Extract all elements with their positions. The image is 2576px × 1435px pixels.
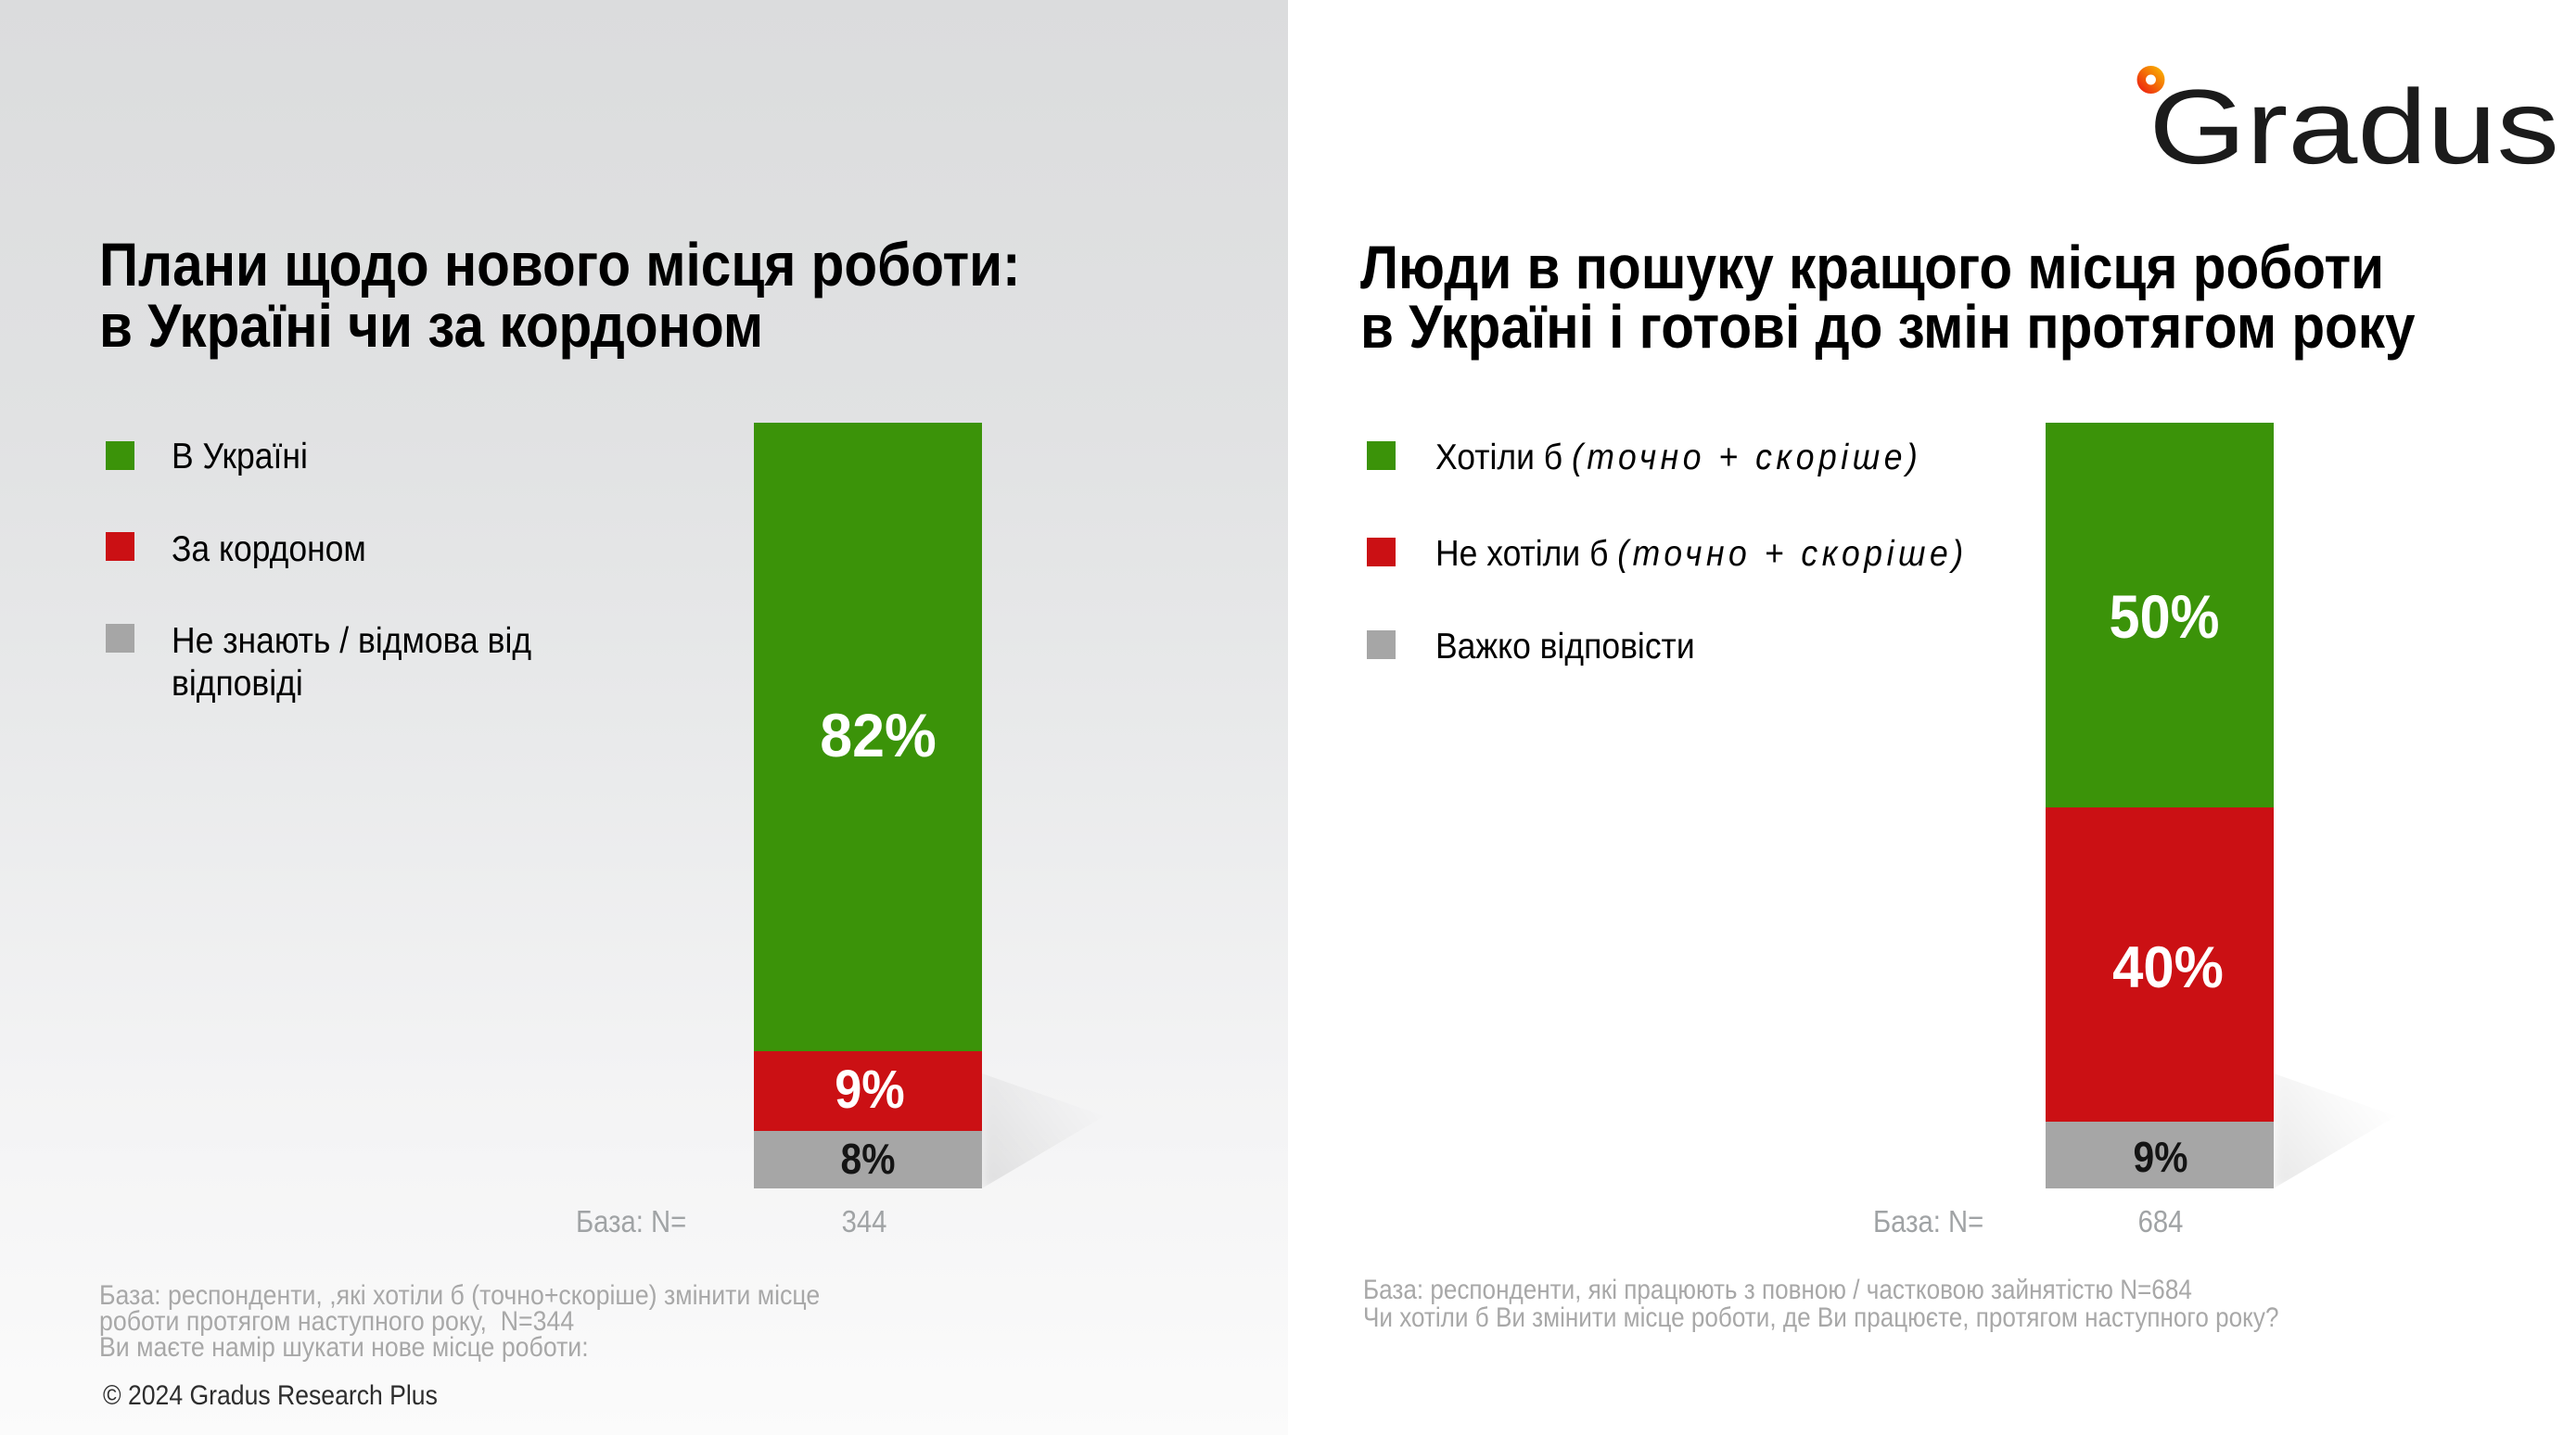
svg-text:Gradus: Gradus bbox=[2149, 69, 2559, 182]
